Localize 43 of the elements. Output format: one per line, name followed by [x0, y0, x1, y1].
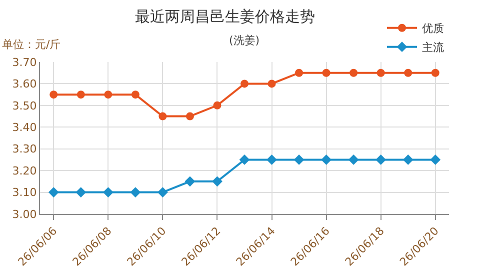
- point: [186, 112, 194, 120]
- point: [350, 68, 358, 77]
- point: [240, 80, 248, 88]
- y-tick-label: 3.60: [12, 78, 37, 91]
- y-tick-label: 3.20: [12, 164, 37, 178]
- point: [104, 90, 112, 99]
- point: [376, 154, 386, 165]
- y-axis-title: 单位：元/斤: [2, 38, 61, 51]
- point: [130, 187, 141, 198]
- point: [76, 187, 86, 198]
- point: [76, 90, 85, 99]
- y-tick-label: 3.00: [12, 208, 37, 221]
- y-tick-label: 3.50: [12, 99, 37, 112]
- y-tick-label: 3.10: [12, 186, 37, 200]
- point: [158, 187, 168, 198]
- point: [184, 176, 196, 187]
- point: [295, 68, 304, 77]
- legend-label: 优质: [422, 22, 444, 36]
- point: [213, 101, 222, 110]
- point: [348, 154, 359, 165]
- legend-label: 主流: [422, 41, 444, 54]
- point: [239, 154, 250, 165]
- point: [294, 154, 304, 165]
- chart-subtitle: (洗姜): [229, 34, 260, 47]
- point: [50, 90, 58, 99]
- y-tick-label: 3.30: [12, 142, 37, 156]
- y-tick-label: 3.40: [12, 120, 37, 134]
- chart-title: 最近两周昌邑生姜价格走势: [135, 8, 316, 26]
- point: [402, 154, 414, 165]
- point: [48, 187, 59, 198]
- point: [266, 154, 277, 165]
- point: [431, 68, 440, 77]
- y-tick-label: 3.70: [12, 56, 37, 69]
- point: [322, 68, 330, 77]
- point: [102, 187, 114, 198]
- point: [430, 154, 441, 165]
- point: [268, 80, 276, 88]
- point: [131, 90, 140, 99]
- point: [376, 68, 385, 77]
- point: [404, 68, 412, 77]
- point: [321, 154, 332, 165]
- point: [158, 112, 167, 120]
- point: [212, 176, 222, 187]
